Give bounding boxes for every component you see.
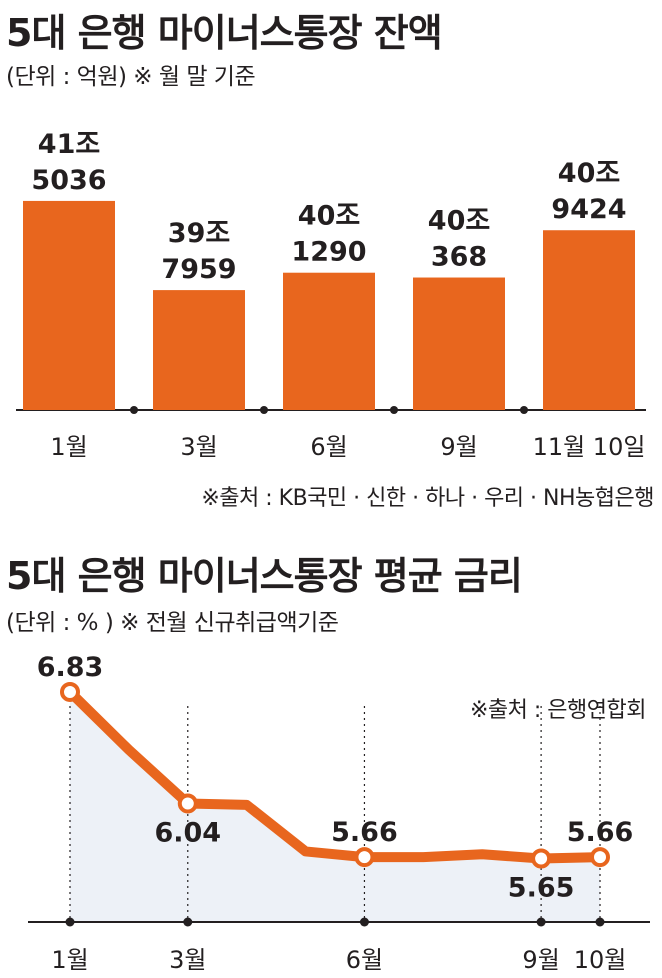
line-chart-subtitle: (단위 : % ) ※ 전월 신규취급액기준 — [6, 610, 339, 636]
data-point — [60, 681, 80, 702]
x-tick-dot — [260, 406, 268, 414]
x-tick-dot — [595, 917, 605, 927]
x-tick-label: 6월 — [346, 946, 383, 974]
line-chart-title: 5대 은행 마이너스통장 평균 금리 — [6, 554, 523, 598]
data-point — [354, 847, 375, 868]
x-tick-dot — [130, 406, 138, 414]
x-tick-dot — [359, 917, 369, 927]
bar-value-label: 368 — [431, 242, 487, 273]
data-label: 6.83 — [37, 652, 104, 683]
bar-value-label: 7959 — [161, 254, 236, 285]
bar-value-label: 41조 — [38, 129, 100, 160]
x-tick-label: 3월 — [169, 946, 206, 974]
line-chart-area — [70, 691, 600, 922]
rate-line — [65, 686, 605, 864]
data-label: 5.65 — [508, 873, 575, 904]
bar — [543, 230, 635, 410]
x-tick-label: 9월 — [440, 433, 477, 461]
bar-value-label: 40조 — [428, 206, 490, 237]
x-tick-label: 3월 — [180, 433, 217, 461]
bar — [23, 200, 115, 410]
bar-value-label: 40조 — [558, 158, 620, 189]
data-point — [531, 848, 552, 869]
x-tick-label: 10월 — [574, 946, 627, 974]
bar-value-label: 39조 — [168, 218, 230, 249]
x-tick-label: 11월 10일 — [533, 433, 646, 461]
x-tick-label: 9월 — [522, 946, 559, 974]
x-tick-dot — [536, 917, 546, 927]
bar — [283, 272, 375, 410]
data-label: 5.66 — [567, 817, 634, 848]
bar-value-label: 40조 — [298, 201, 360, 232]
x-tick-label: 6월 — [310, 433, 347, 461]
data-point — [177, 793, 198, 814]
bar-chart: 41조 5036 1월 39조 7959 3월 40조 1290 6월 40조 368 9월 40조 94… — [16, 129, 646, 461]
bar-chart-source: ※출처 : KB국민 · 신한 · 하나 · 우리 · NH농협은행 — [201, 486, 654, 511]
bar-chart-subtitle: (단위 : 억원) ※ 월 말 기준 — [6, 64, 256, 90]
data-label: 6.04 — [154, 817, 221, 848]
x-tick-label: 1월 — [51, 946, 88, 974]
bar-chart-title: 5대 은행 마이너스통장 잔액 — [6, 11, 443, 55]
bar-value-label: 9424 — [551, 194, 626, 225]
bar-value-label: 5036 — [31, 165, 106, 196]
x-tick-dot — [183, 917, 193, 927]
x-tick-dot — [520, 406, 528, 414]
bar-value-label: 1290 — [291, 237, 366, 268]
data-point — [590, 847, 610, 868]
x-tick-label: 1월 — [50, 433, 87, 461]
x-tick-dot — [390, 406, 398, 414]
data-label: 5.66 — [331, 817, 398, 848]
bar — [413, 277, 505, 410]
bar — [153, 290, 245, 410]
x-tick-dot — [65, 917, 75, 927]
line-chart: 1월 3월 6월 9월 10월 6.83 6.04 5.66 5.65 5.66 — [28, 652, 650, 974]
line-chart-source: ※출처 : 은행연합회 — [469, 698, 647, 723]
